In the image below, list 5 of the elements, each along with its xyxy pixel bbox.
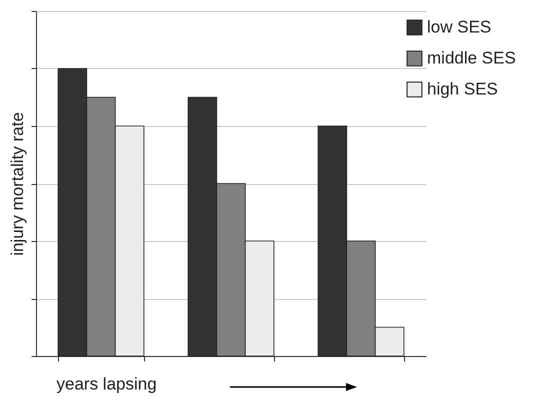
legend-label: low SES — [427, 18, 492, 36]
legend-label: middle SES — [427, 48, 516, 68]
y-axis-title: injury mortality rate — [8, 112, 27, 256]
x-axis-title: years lapsing — [56, 374, 157, 394]
legend-label: high SES — [427, 80, 498, 98]
